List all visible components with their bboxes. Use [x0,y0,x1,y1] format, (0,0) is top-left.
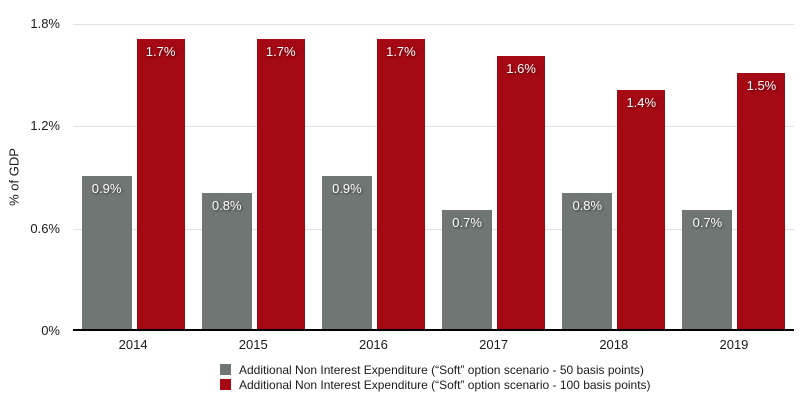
bar-value-label: 0.8% [572,197,603,213]
bar-group-2019: 0.7% 1.5% [674,24,794,329]
bar: 1.7% [136,39,185,329]
bar-group-2017: 0.7% 1.6% [434,24,554,329]
y-tick-label: 1.2% [30,118,60,134]
bar-value-label: 0.7% [452,214,482,230]
legend: Additional Non Interest Expenditure (“So… [220,362,651,392]
legend-row: Additional Non Interest Expenditure (“So… [220,377,651,392]
legend-swatch-icon [220,379,231,390]
bar: 0.7% [442,209,493,329]
bar-value-label: 1.7% [265,44,296,60]
bar-group-2015: 0.8% 1.7% [193,24,313,329]
gridline [73,24,794,25]
bar-group-2014: 0.9% 1.7% [73,24,193,329]
bar-group-2018: 0.8% 1.4% [554,24,674,329]
bar-group-2016: 0.9% 1.7% [313,24,433,329]
bar-value-label: 0.8% [211,197,242,213]
bar: 0.9% [81,175,132,329]
x-axis-ticks: 2014 2015 2016 2017 2018 2019 [73,337,794,352]
bar: 1.5% [737,73,786,329]
bar-value-label: 1.5% [746,78,777,94]
bar-value-label: 1.6% [506,61,536,77]
bar: 0.8% [201,192,252,329]
bar: 0.9% [321,175,372,329]
bar-value-label: 0.9% [332,180,362,196]
bar: 0.8% [562,192,613,329]
bar: 1.7% [376,39,425,329]
bar-value-label: 0.9% [91,180,122,196]
bar: 0.7% [682,209,733,329]
legend-label: Additional Non Interest Expenditure (“So… [239,362,644,377]
gridline [73,126,794,128]
bar-value-label: 1.4% [626,95,657,111]
legend-row: Additional Non Interest Expenditure (“So… [220,362,651,377]
bar: 1.4% [617,90,666,329]
bar-value-label: 0.7% [692,214,723,230]
bars-layer: 0.9% 1.7% 0.8% 1.7% 0.9% 1.7% 0.7% 1.6% 0.8% 1.4%… [73,24,794,329]
x-tick-label: 2016 [358,337,388,352]
y-tick-label: 0% [41,323,60,338]
y-tick-label: 1.8% [30,16,60,31]
bar-value-label: 1.7% [386,44,416,60]
x-tick-label: 2018 [599,337,629,352]
legend-label: Additional Non Interest Expenditure (“So… [239,377,651,392]
x-tick-label: 2019 [719,337,749,352]
x-tick-label: 2015 [238,337,268,352]
bar: 1.7% [256,39,305,329]
y-axis-title: % of GDP [6,148,22,206]
y-tick-label: 0.6% [30,220,60,236]
x-tick-label: 2017 [479,337,509,352]
x-tick-label: 2014 [118,337,148,352]
legend-swatch-icon [220,364,231,375]
bar-value-label: 1.7% [145,44,176,60]
bar: 1.6% [497,56,546,329]
plot-area: 0.9% 1.7% 0.8% 1.7% 0.9% 1.7% 0.7% 1.6% 0.8% 1.4%… [73,24,794,331]
gridline [73,228,794,230]
